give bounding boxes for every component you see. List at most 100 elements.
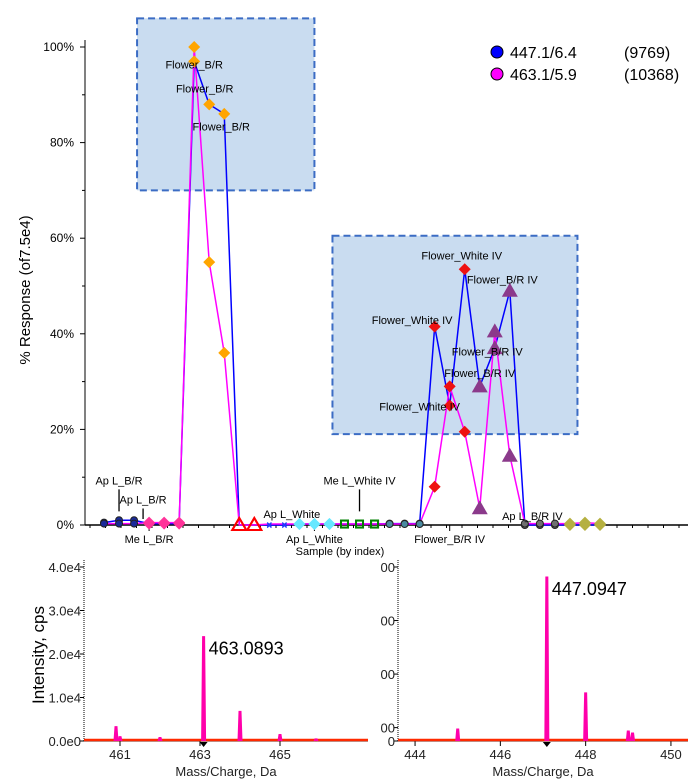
legend-marker xyxy=(490,45,504,59)
x-axis-label: Mass/Charge, Da xyxy=(175,764,277,779)
marker-circle xyxy=(550,519,559,528)
y-tick-label: 80% xyxy=(50,136,74,150)
x-tick-label: Ap L_White xyxy=(286,534,343,546)
y-tick-label: 0.0e0 xyxy=(48,734,81,749)
spectrum-peak xyxy=(117,736,123,742)
marker-triangle xyxy=(486,340,503,355)
peak-marker-icon xyxy=(542,742,551,747)
marker-diamond xyxy=(563,517,576,530)
marker-diamond xyxy=(323,518,336,531)
y-tick-label: 20% xyxy=(50,422,74,436)
annotation-label: Me L_White IV xyxy=(323,475,396,487)
y-tick-label: 0 xyxy=(388,734,395,749)
response-chart: 0% 20% 40% 60% 80% 100% Me L_B/R Ap L_White Flow… xyxy=(17,17,688,558)
spectrum-463: 0.0e0 1.0e4 2.0e4 3.0e4 4.0e4 461 463 465 Mass/C… xyxy=(29,560,368,779)
y-tick-label: 18000 xyxy=(380,614,395,629)
marker-open-square xyxy=(339,519,349,529)
x-tick-label: Flower_B/R IV xyxy=(414,534,486,546)
y-tick-label: 1.0e4 xyxy=(48,691,81,706)
marker-open-square xyxy=(370,519,380,529)
marker-diamond xyxy=(293,518,306,531)
marker-diamond xyxy=(428,320,441,333)
legend-label: 463.1/5.9 xyxy=(510,67,577,84)
marker-open-square xyxy=(355,519,365,529)
spectrum-447: 02000 10000 18000 26000 444 446 448 450 Mass/Cha… xyxy=(380,560,688,779)
marker-x: × xyxy=(266,521,272,532)
marker-triangle xyxy=(501,282,518,297)
spectrum-peak xyxy=(157,737,163,742)
annotation-label: Ap L_B/R IV xyxy=(502,511,563,523)
spectrum-peak xyxy=(113,726,119,742)
marker-x: × xyxy=(281,520,287,531)
spectrum-peak xyxy=(625,730,631,742)
marker-diamond xyxy=(158,516,171,529)
x-tick-label: 465 xyxy=(269,747,291,762)
marker-diamond xyxy=(188,41,201,53)
annotation-label: Flower_B/R xyxy=(176,83,234,95)
marker-diamond xyxy=(458,263,471,276)
annotation-label: Ap L_White xyxy=(263,509,320,521)
x-tick-label: Me L_B/R xyxy=(125,534,174,546)
marker-diamond xyxy=(203,98,216,111)
spectrum-peak xyxy=(544,576,550,742)
marker-triangle xyxy=(471,500,488,515)
spectrum-peak xyxy=(630,732,636,742)
annotation-label: Flower_B/R xyxy=(193,122,251,134)
marker-circle xyxy=(520,519,529,528)
peak-marker-icon xyxy=(199,742,208,747)
y-tick-label: 2000 xyxy=(380,721,395,736)
marker-diamond xyxy=(578,516,591,529)
y-axis-label: % Response (of7.5e4) xyxy=(17,215,34,364)
spectrum-peak xyxy=(583,692,589,742)
annotation-label: Flower_B/R xyxy=(165,60,223,72)
x-tick-label: 450 xyxy=(660,747,682,762)
marker-triangle xyxy=(501,447,518,462)
marker-diamond xyxy=(443,380,456,393)
marker-circle xyxy=(385,520,394,529)
marker-diamond xyxy=(458,425,471,438)
marker-diamond xyxy=(308,518,321,531)
y-tick-label: 2.0e4 xyxy=(48,647,81,662)
marker-x: × xyxy=(266,520,272,531)
marker-circle xyxy=(535,519,544,528)
y-tick-label: 60% xyxy=(50,231,74,245)
legend-label: 447.1/6.4 xyxy=(510,45,577,62)
marker-circle xyxy=(400,520,409,529)
y-tick-label: 3.0e4 xyxy=(48,604,81,619)
marker-diamond xyxy=(188,55,201,68)
peak-mz-label: 447.0947 xyxy=(552,579,627,599)
y-tick-label: 40% xyxy=(50,327,74,341)
x-tick-label: 444 xyxy=(404,747,426,762)
spectrum-peak xyxy=(277,733,283,742)
annotation-label: Flower_White IV xyxy=(421,251,502,263)
legend-count: (9769) xyxy=(624,45,670,62)
x-axis-label: Sample (by index) xyxy=(296,546,385,558)
y-tick-label: 10000 xyxy=(380,667,395,682)
annotation-label: Flower_B/R IV xyxy=(444,368,516,380)
annotation-label: Ap L_B/R xyxy=(120,494,167,506)
marker-circle xyxy=(130,519,139,528)
marker-open-triangle xyxy=(245,516,264,531)
legend-count: (10368) xyxy=(624,67,679,84)
marker-circle xyxy=(115,519,124,528)
marker-diamond xyxy=(218,107,231,120)
marker-diamond xyxy=(173,516,186,529)
spectrum-peak xyxy=(237,710,243,742)
spectrum-peak xyxy=(455,728,461,742)
marker-diamond xyxy=(443,399,456,412)
y-tick-label: 0% xyxy=(57,518,75,532)
peak-mz-label: 463.0893 xyxy=(209,639,284,659)
marker-circle xyxy=(100,519,108,528)
marker-diamond xyxy=(428,480,441,493)
legend-marker xyxy=(490,67,504,81)
annotation-label: Flower_White IV xyxy=(372,315,453,327)
marker-diamond xyxy=(203,256,216,269)
x-axis-label: Mass/Charge, Da xyxy=(492,764,594,779)
marker-open-triangle xyxy=(230,516,249,531)
marker-circle xyxy=(415,520,424,529)
x-tick-label: 461 xyxy=(109,747,131,762)
marker-diamond xyxy=(594,517,606,530)
marker-triangle xyxy=(486,323,503,338)
spectrum-peak xyxy=(313,738,319,742)
